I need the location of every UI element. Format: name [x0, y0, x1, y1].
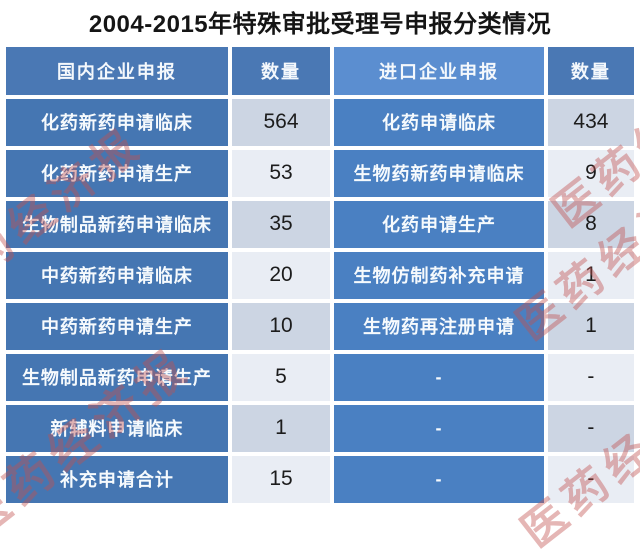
import-name-cell: 化药申请生产 — [334, 200, 544, 248]
table-row: 生物制品新药申请生产 5 - - — [6, 353, 634, 401]
table-row: 补充申请合计 15 - - — [6, 455, 634, 503]
table-row: 生物制品新药申请临床 35 化药申请生产 8 — [6, 200, 634, 248]
table-row: 中药新药申请生产 10 生物药再注册申请 1 — [6, 302, 634, 350]
table-title: 2004-2015年特殊审批受理号申报分类情况 — [88, 11, 552, 38]
domestic-name-cell: 新辅料申请临床 — [6, 404, 228, 452]
domestic-count-cell: 20 — [231, 251, 331, 299]
domestic-name-cell: 化药新药申请生产 — [6, 149, 228, 197]
domestic-name-cell: 生物制品新药申请生产 — [6, 353, 228, 401]
import-count-cell: 9 — [547, 149, 634, 197]
import-count-cell: - — [547, 455, 634, 503]
domestic-count-cell: 10 — [231, 302, 331, 350]
domestic-count-cell: 53 — [231, 149, 331, 197]
import-name-cell: - — [334, 353, 544, 401]
domestic-name-cell: 生物制品新药申请临床 — [6, 200, 228, 248]
import-name-cell: 生物仿制药补充申请 — [334, 251, 544, 299]
import-count-cell: - — [547, 404, 634, 452]
header-import: 进口企业申报 — [334, 46, 544, 95]
header-domestic-count: 数量 — [231, 46, 331, 95]
import-count-cell: 1 — [547, 302, 634, 350]
table-row: 化药新药申请临床 564 化药申请临床 434 — [6, 98, 634, 146]
table-row: 新辅料申请临床 1 - - — [6, 404, 634, 452]
import-name-cell: 生物药新药申请临床 — [334, 149, 544, 197]
import-name-cell: 生物药再注册申请 — [334, 302, 544, 350]
import-count-cell: 434 — [547, 98, 634, 146]
page: 2004-2015年特殊审批受理号申报分类情况 国内企业申报 数量 进口企业申报… — [0, 11, 640, 558]
import-count-cell: 8 — [547, 200, 634, 248]
domestic-name-cell: 补充申请合计 — [6, 455, 228, 503]
domestic-count-cell: 5 — [231, 353, 331, 401]
domestic-name-cell: 中药新药申请生产 — [6, 302, 228, 350]
domestic-count-cell: 1 — [231, 404, 331, 452]
domestic-count-cell: 564 — [231, 98, 331, 146]
domestic-name-cell: 中药新药申请临床 — [6, 251, 228, 299]
import-name-cell: - — [334, 404, 544, 452]
domestic-name-cell: 化药新药申请临床 — [6, 98, 228, 146]
domestic-count-cell: 15 — [231, 455, 331, 503]
import-name-cell: - — [334, 455, 544, 503]
header-import-count: 数量 — [547, 46, 634, 95]
table-row: 化药新药申请生产 53 生物药新药申请临床 9 — [6, 149, 634, 197]
domestic-count-cell: 35 — [231, 200, 331, 248]
special-approval-table: 国内企业申报 数量 进口企业申报 数量 化药新药申请临床 564 化药申请临床 … — [2, 43, 638, 507]
table-row: 中药新药申请临床 20 生物仿制药补充申请 1 — [6, 251, 634, 299]
header-row: 国内企业申报 数量 进口企业申报 数量 — [6, 46, 634, 95]
header-domestic: 国内企业申报 — [6, 46, 228, 95]
import-count-cell: 1 — [547, 251, 634, 299]
import-count-cell: - — [547, 353, 634, 401]
import-name-cell: 化药申请临床 — [334, 98, 544, 146]
